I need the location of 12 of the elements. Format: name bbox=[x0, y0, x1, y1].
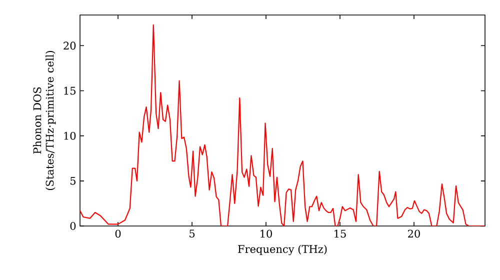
y-tick-label: 15 bbox=[64, 86, 76, 95]
y-tick-label: 5 bbox=[70, 177, 76, 185]
y-tick-label: 20 bbox=[64, 42, 76, 50]
y-axis-title: Phonon DOS (States/THz·primitive cell) bbox=[33, 50, 56, 190]
y-tick-label: 10 bbox=[64, 132, 76, 140]
x-tick-label: 0 bbox=[115, 230, 121, 238]
x-tick-label: 10 bbox=[260, 230, 272, 238]
x-axis-title: Frequency (THz) bbox=[238, 244, 327, 256]
y-tick-label: 0 bbox=[70, 222, 76, 230]
x-tick-label: 20 bbox=[408, 230, 420, 238]
x-tick-label: 15 bbox=[334, 230, 346, 238]
x-tick-label: 5 bbox=[190, 230, 195, 238]
